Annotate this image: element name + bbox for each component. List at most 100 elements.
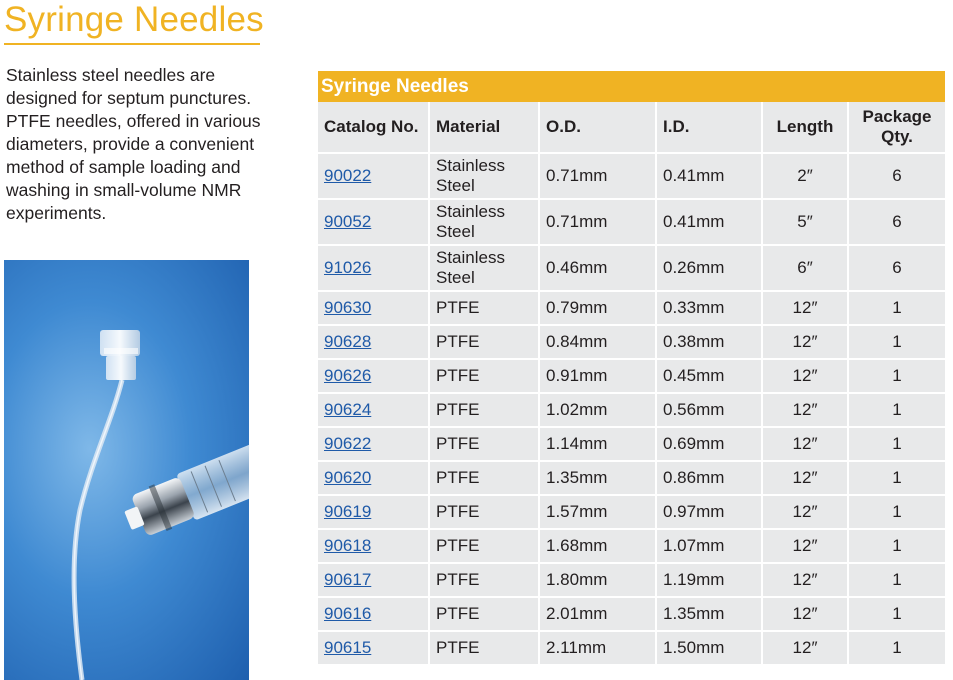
catalog-number-link[interactable]: 90052 <box>324 212 372 231</box>
table-header-row: Catalog No. Material O.D. I.D. Length Pa… <box>318 102 945 154</box>
catalog-number-link[interactable]: 90620 <box>324 468 372 487</box>
length-cell: 12″ <box>763 428 849 462</box>
material-cell: Stainless Steel <box>430 246 540 292</box>
col-header-catalog: Catalog No. <box>318 102 430 154</box>
intro-paragraph: Stainless steel needles are designed for… <box>6 65 261 223</box>
od-cell: 1.02mm <box>540 394 657 428</box>
catalog-cell: 90619 <box>318 496 430 530</box>
syringe-needle-illustration <box>71 330 249 680</box>
col-header-qty: Package Qty. <box>849 102 945 154</box>
id-cell: 0.86mm <box>657 462 763 496</box>
length-cell: 12″ <box>763 360 849 394</box>
catalog-cell: 90620 <box>318 462 430 496</box>
id-cell: 1.50mm <box>657 632 763 666</box>
catalog-number-link[interactable]: 90628 <box>324 332 372 351</box>
table-row: 90619 PTFE 1.57mm 0.97mm 12″ 1 <box>318 496 945 530</box>
od-cell: 0.71mm <box>540 200 657 246</box>
package-qty-cell: 1 <box>849 632 945 666</box>
package-qty-cell: 1 <box>849 326 945 360</box>
page-title: Syringe Needles <box>4 0 264 39</box>
length-cell: 12″ <box>763 394 849 428</box>
package-qty-cell: 6 <box>849 200 945 246</box>
catalog-cell: 90630 <box>318 292 430 326</box>
syringe-needle-photo <box>4 260 249 680</box>
catalog-cell: 90615 <box>318 632 430 666</box>
table-row: 90628 PTFE 0.84mm 0.38mm 12″ 1 <box>318 326 945 360</box>
catalog-number-link[interactable]: 90618 <box>324 536 372 555</box>
catalog-cell: 90616 <box>318 598 430 632</box>
table-row: 90626 PTFE 0.91mm 0.45mm 12″ 1 <box>318 360 945 394</box>
catalog-cell: 90622 <box>318 428 430 462</box>
id-cell: 0.38mm <box>657 326 763 360</box>
material-cell: PTFE <box>430 462 540 496</box>
table-row: 91026 Stainless Steel 0.46mm 0.26mm 6″ 6 <box>318 246 945 292</box>
material-cell: Stainless Steel <box>430 200 540 246</box>
package-qty-cell: 1 <box>849 360 945 394</box>
catalog-number-link[interactable]: 90022 <box>324 166 372 185</box>
package-qty-cell: 1 <box>849 598 945 632</box>
material-cell: PTFE <box>430 564 540 598</box>
table-row: 90624 PTFE 1.02mm 0.56mm 12″ 1 <box>318 394 945 428</box>
table-row: 90616 PTFE 2.01mm 1.35mm 12″ 1 <box>318 598 945 632</box>
id-cell: 1.19mm <box>657 564 763 598</box>
material-cell: PTFE <box>430 496 540 530</box>
catalog-number-link[interactable]: 90626 <box>324 366 372 385</box>
catalog-cell: 90624 <box>318 394 430 428</box>
id-cell: 1.35mm <box>657 598 763 632</box>
od-cell: 0.46mm <box>540 246 657 292</box>
catalog-number-link[interactable]: 90622 <box>324 434 372 453</box>
length-cell: 12″ <box>763 496 849 530</box>
catalog-cell: 90626 <box>318 360 430 394</box>
id-cell: 0.26mm <box>657 246 763 292</box>
catalog-number-link[interactable]: 90619 <box>324 502 372 521</box>
od-cell: 2.01mm <box>540 598 657 632</box>
catalog-number-link[interactable]: 90624 <box>324 400 372 419</box>
length-cell: 12″ <box>763 598 849 632</box>
id-cell: 0.41mm <box>657 154 763 200</box>
catalog-number-link[interactable]: 91026 <box>324 258 372 277</box>
material-cell: PTFE <box>430 360 540 394</box>
package-qty-cell: 1 <box>849 462 945 496</box>
catalog-number-link[interactable]: 90617 <box>324 570 372 589</box>
id-cell: 0.41mm <box>657 200 763 246</box>
material-cell: PTFE <box>430 394 540 428</box>
package-qty-cell: 1 <box>849 564 945 598</box>
catalog-cell: 90628 <box>318 326 430 360</box>
material-cell: PTFE <box>430 530 540 564</box>
od-cell: 1.57mm <box>540 496 657 530</box>
package-qty-cell: 1 <box>849 530 945 564</box>
package-qty-cell: 6 <box>849 246 945 292</box>
material-cell: PTFE <box>430 598 540 632</box>
material-cell: PTFE <box>430 292 540 326</box>
od-cell: 0.91mm <box>540 360 657 394</box>
length-cell: 12″ <box>763 632 849 666</box>
material-cell: Stainless Steel <box>430 154 540 200</box>
table-row: 90622 PTFE 1.14mm 0.69mm 12″ 1 <box>318 428 945 462</box>
catalog-number-link[interactable]: 90630 <box>324 298 372 317</box>
length-cell: 6″ <box>763 246 849 292</box>
syringe-needles-table: Syringe Needles Catalog No. Material O.D… <box>318 71 945 666</box>
col-header-material: Material <box>430 102 540 154</box>
col-header-id: I.D. <box>657 102 763 154</box>
length-cell: 12″ <box>763 326 849 360</box>
id-cell: 0.69mm <box>657 428 763 462</box>
col-header-length: Length <box>763 102 849 154</box>
length-cell: 12″ <box>763 530 849 564</box>
od-cell: 0.71mm <box>540 154 657 200</box>
package-qty-cell: 6 <box>849 154 945 200</box>
id-cell: 0.97mm <box>657 496 763 530</box>
catalog-cell: 90618 <box>318 530 430 564</box>
id-cell: 0.33mm <box>657 292 763 326</box>
table-row: 90618 PTFE 1.68mm 1.07mm 12″ 1 <box>318 530 945 564</box>
col-header-od: O.D. <box>540 102 657 154</box>
length-cell: 5″ <box>763 200 849 246</box>
package-qty-cell: 1 <box>849 292 945 326</box>
package-qty-cell: 1 <box>849 428 945 462</box>
catalog-number-link[interactable]: 90616 <box>324 604 372 623</box>
table-row: 90617 PTFE 1.80mm 1.19mm 12″ 1 <box>318 564 945 598</box>
id-cell: 0.56mm <box>657 394 763 428</box>
catalog-number-link[interactable]: 90615 <box>324 638 372 657</box>
length-cell: 2″ <box>763 154 849 200</box>
od-cell: 1.80mm <box>540 564 657 598</box>
catalog-cell: 90022 <box>318 154 430 200</box>
